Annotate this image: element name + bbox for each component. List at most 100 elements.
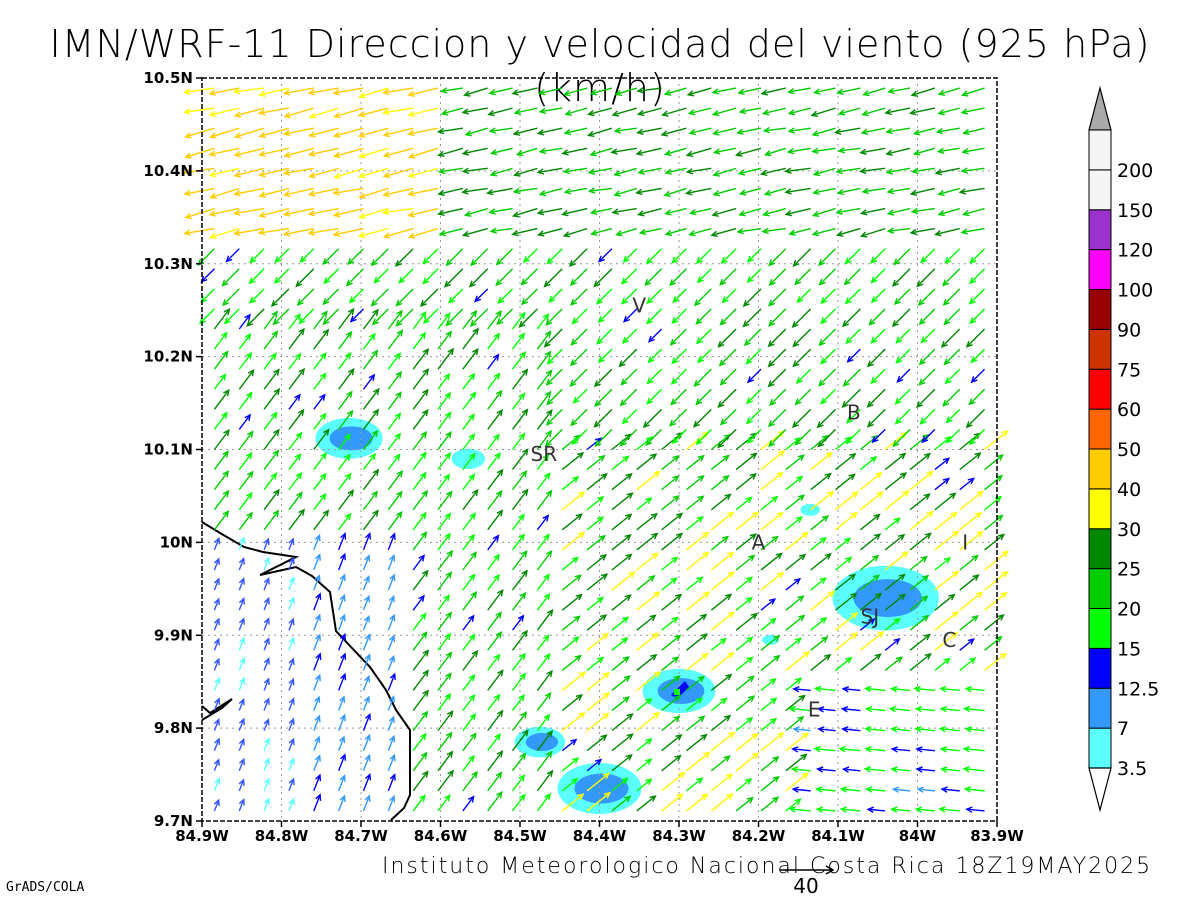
wind-vector-head [661, 110, 669, 117]
wind-vector [570, 288, 588, 306]
wind-vector [888, 227, 911, 232]
wind-vector [934, 631, 958, 651]
wind-vector-head [613, 170, 621, 177]
wind-vector [866, 788, 886, 792]
wind-vector [222, 288, 240, 306]
wind-vector-head [467, 795, 475, 803]
wind-vector [420, 288, 439, 307]
wind-vector-head [245, 451, 253, 460]
wind-vector [713, 167, 737, 176]
wind-vector-head [294, 393, 301, 401]
wind-vector-head [712, 170, 720, 177]
colorbar-swatch [1088, 727, 1112, 769]
wind-vector-head [839, 806, 848, 813]
wind-vector [313, 794, 321, 812]
wind-vector [470, 248, 489, 266]
wind-vector [511, 615, 524, 631]
colorbar-label: 75 [1117, 359, 1141, 381]
wind-vector [337, 674, 346, 691]
wind-vector-head [518, 513, 525, 521]
wind-vector [490, 167, 513, 176]
wind-vector [760, 796, 779, 812]
wind-vector [835, 556, 852, 571]
wind-vector-head [407, 211, 415, 218]
wind-vector [916, 768, 935, 772]
wind-vector-head [470, 732, 477, 740]
wind-vector [614, 187, 637, 196]
wind-vector [383, 87, 414, 94]
wind-vector [789, 227, 811, 235]
wind-vector-head [674, 593, 683, 601]
wind-vector-head [407, 90, 415, 97]
wind-vector [284, 227, 314, 236]
wind-vector [818, 368, 837, 387]
wind-vector [561, 574, 582, 591]
wind-vector-head [697, 454, 705, 462]
wind-vector-head [474, 295, 482, 303]
wind-vector-head [942, 298, 950, 306]
wind-vector [462, 107, 488, 114]
wind-vector-head [840, 706, 849, 713]
wind-vector-head [712, 129, 720, 136]
wind-vector-head [364, 633, 371, 641]
place-label: I [962, 530, 968, 554]
wind-vector [263, 618, 270, 631]
wind-vector [872, 428, 886, 443]
place-label: B [847, 400, 861, 424]
wind-vector [844, 268, 861, 285]
wind-vector-head [213, 577, 220, 585]
wind-vector [337, 574, 346, 591]
wind-vector-head [626, 733, 634, 740]
wind-vector [720, 368, 737, 386]
colorbar-swatch [1088, 488, 1112, 530]
wind-vector [914, 127, 936, 135]
wind-vector-head [444, 452, 452, 460]
wind-vector-head [849, 452, 857, 460]
wind-vector-head [762, 210, 770, 217]
wind-vector [387, 555, 395, 571]
wind-vector-head [332, 131, 341, 138]
wind-vector [288, 313, 301, 330]
wind-vector-head [646, 397, 654, 405]
wind-vector [945, 368, 961, 384]
wind-vector [843, 768, 861, 772]
wind-vector-head [593, 380, 601, 388]
wind-vector [591, 227, 613, 235]
wind-vector [835, 537, 851, 551]
wind-vector [888, 187, 911, 193]
wind-vector [350, 308, 364, 322]
wind-vector [961, 227, 985, 234]
wind-vector-head [468, 473, 476, 481]
wind-vector-head [448, 296, 456, 304]
wind-vector [696, 248, 712, 264]
wind-vector-head [562, 231, 571, 238]
wind-vector [937, 127, 960, 133]
wind-vector [387, 696, 395, 711]
wind-vector [546, 408, 563, 426]
colorbar-max-arrow [1088, 85, 1112, 131]
wind-vector [743, 308, 762, 327]
wind-vector [387, 433, 401, 450]
wind-vector [884, 534, 905, 551]
wind-vector [184, 227, 215, 235]
wind-vector-head [574, 574, 582, 582]
wind-vector [462, 674, 475, 691]
wind-vector-head [346, 409, 354, 418]
wind-vector-head [746, 436, 754, 444]
wind-vector-head [1001, 550, 1010, 558]
wind-vector-head [914, 726, 922, 733]
wind-vector [437, 794, 451, 812]
wind-vector-head [748, 554, 756, 562]
wind-vector [263, 658, 270, 671]
wind-vector-head [615, 230, 623, 237]
wind-vector-head [626, 713, 634, 720]
wind-vector-head [887, 87, 895, 95]
wind-vector [384, 147, 414, 157]
wind-vector [893, 428, 911, 447]
wind-vector-head [295, 471, 303, 480]
wind-vector [810, 654, 831, 671]
wind-vector [384, 227, 414, 238]
wind-vector [412, 490, 428, 511]
wind-vector [536, 351, 551, 370]
wind-vector [586, 614, 607, 631]
